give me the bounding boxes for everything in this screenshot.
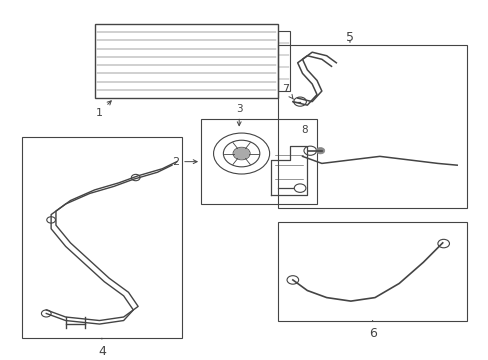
Text: 8: 8	[301, 125, 307, 135]
Text: 6: 6	[368, 320, 376, 340]
Circle shape	[233, 148, 249, 159]
Text: 1: 1	[96, 101, 111, 117]
Text: 4: 4	[98, 338, 105, 357]
Bar	[201, 119, 316, 204]
Text: 3: 3	[235, 104, 242, 126]
Bar	[95, 24, 278, 98]
Bar	[278, 222, 466, 320]
Circle shape	[315, 148, 324, 154]
Bar	[22, 137, 181, 338]
Text: 2: 2	[172, 157, 197, 167]
Text: 7: 7	[282, 84, 293, 99]
Bar	[278, 31, 290, 91]
Bar	[278, 45, 466, 208]
Text: 5: 5	[346, 31, 353, 44]
